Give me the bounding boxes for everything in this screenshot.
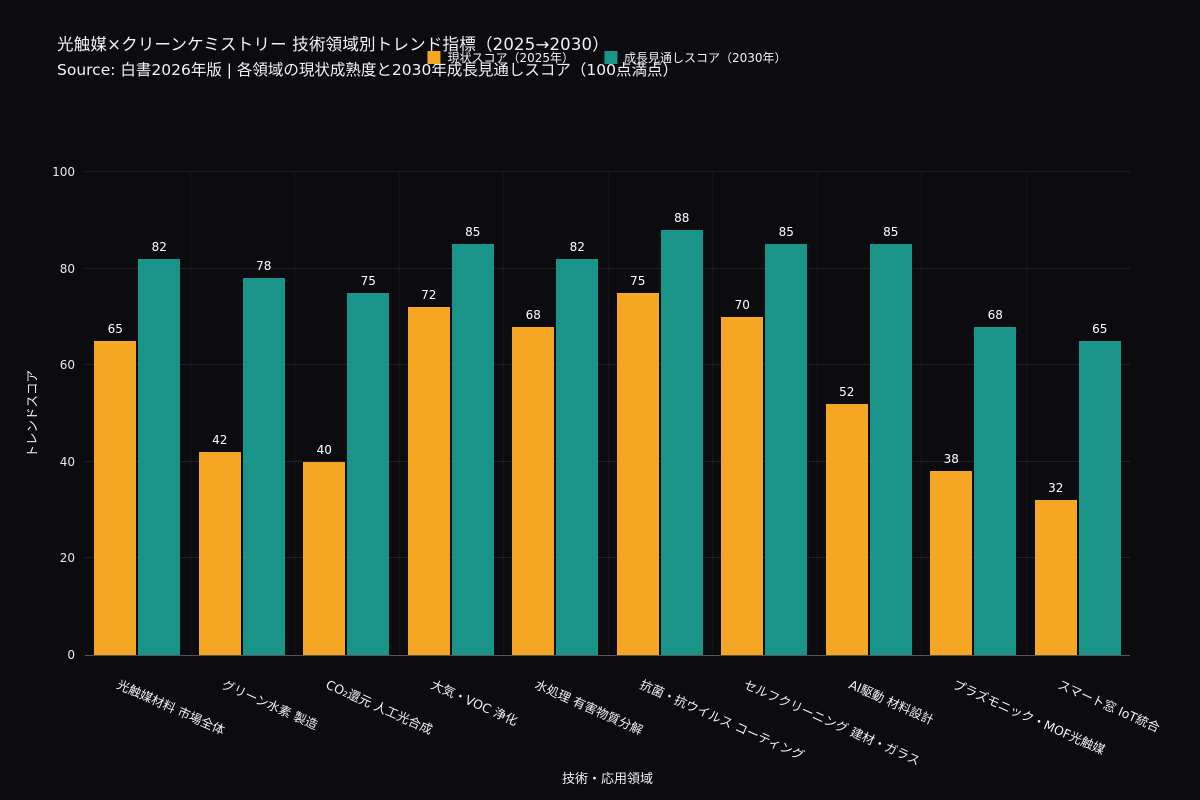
x-category-label: 水処理 有害物質分解 xyxy=(532,676,646,738)
vertical-gridline xyxy=(503,172,504,655)
y-tick-label: 60 xyxy=(59,358,75,373)
bar-value-label: 40 xyxy=(316,442,332,457)
vertical-gridline xyxy=(607,172,609,655)
vertical-gridline xyxy=(921,172,922,655)
vertical-gridline xyxy=(712,172,713,655)
bar-value-label: 82 xyxy=(151,239,167,254)
bar-group: 38 68 xyxy=(921,172,1026,655)
gridline xyxy=(85,171,1130,172)
gridline xyxy=(85,364,1130,366)
bar-2025: 68 xyxy=(512,308,555,655)
bar-2030: 88 xyxy=(660,211,703,655)
bar-group: 40 75 xyxy=(294,172,399,655)
bar-value-label: 85 xyxy=(778,225,794,240)
bar-value-label: 72 xyxy=(421,288,437,303)
bar-2030: 65 xyxy=(1078,322,1121,655)
bar-2030: 68 xyxy=(974,308,1017,655)
vertical-gridline xyxy=(189,172,191,655)
bar-2025: 32 xyxy=(1034,481,1077,655)
x-category-label: AI駆動 材料設計 xyxy=(846,676,936,728)
legend: 現状スコア（2025年） 成長見通しスコア（2030年） xyxy=(427,49,787,66)
bar-value-label: 65 xyxy=(107,322,123,337)
x-category-label: 抗菌・抗ウイルス コーティング xyxy=(637,676,807,763)
bar-group: 32 65 xyxy=(1026,172,1131,655)
vertical-gridline xyxy=(294,172,295,655)
bar-2025: 38 xyxy=(930,452,973,655)
bar-value-label: 85 xyxy=(465,225,481,240)
bar-2025: 65 xyxy=(94,322,137,655)
x-category-label: セルフクリーニング 建材・ガラス xyxy=(741,676,923,769)
y-tick-label: 40 xyxy=(59,454,75,469)
vertical-gridline xyxy=(1025,172,1027,655)
x-category-label: 大気・VOC 浄化 xyxy=(428,676,520,729)
bar-value-label: 88 xyxy=(674,210,690,225)
bar-2030: 85 xyxy=(869,225,912,655)
bar-value-label: 78 xyxy=(256,259,272,274)
bar-2030: 82 xyxy=(138,240,181,655)
bar-value-label: 70 xyxy=(734,297,750,312)
bar-value-label: 75 xyxy=(630,273,646,288)
chart-subtitle: Source: 白書2026年版 | 各領域の現状成熟度と2030年成長見通しス… xyxy=(57,61,678,79)
bar-2030: 75 xyxy=(347,274,390,655)
bar-group: 70 85 xyxy=(712,172,817,655)
bar-2025: 72 xyxy=(407,288,450,655)
bar-2030: 85 xyxy=(765,225,808,655)
bar-value-label: 82 xyxy=(569,239,585,254)
y-axis-title: トレンドスコア xyxy=(24,369,40,458)
bar-value-label: 65 xyxy=(1092,322,1108,337)
bar-2030: 85 xyxy=(451,225,494,655)
y-tick-label: 20 xyxy=(59,551,75,566)
x-category-label: グリーン水素 製造 xyxy=(219,676,320,733)
gridline xyxy=(85,557,1130,559)
plot-area: 0 20 40 60 80 100 65 82 42 78 40 75 72 85 68 82 75 88 70 85… xyxy=(52,165,1130,662)
bar-2025: 75 xyxy=(616,274,659,655)
bar-2025: 52 xyxy=(825,385,868,655)
y-tick-label: 100 xyxy=(52,165,75,179)
legend-swatch xyxy=(604,51,617,64)
legend-swatch xyxy=(427,51,441,64)
vertical-gridline xyxy=(816,172,818,655)
bar-groups: 65 82 42 78 40 75 72 85 68 82 75 88 70 85 52 85 38 68 32 65 xyxy=(85,172,1130,655)
x-category-label: CO₂還元 人工光合成 xyxy=(323,676,436,738)
bar-group: 68 82 xyxy=(503,172,608,655)
x-labels: 光触媒材料 市場全体 グリーン水素 製造 CO₂還元 人工光合成 大気・VOC 浄化水… xyxy=(85,666,1162,776)
legend-item: 現状スコア（2025年） xyxy=(427,49,574,66)
bar-value-label: 52 xyxy=(839,384,855,399)
bar-2025: 42 xyxy=(198,433,241,655)
legend-item: 成長見通しスコア（2030年） xyxy=(604,49,787,66)
bar-2025: 70 xyxy=(721,298,764,655)
legend-label: 成長見通しスコア（2030年） xyxy=(624,51,787,65)
bar-value-label: 42 xyxy=(212,433,228,448)
gridline xyxy=(85,267,1130,269)
legend-label: 現状スコア（2025年） xyxy=(447,51,574,65)
bar-group: 65 82 xyxy=(85,172,190,655)
bar-value-label: 85 xyxy=(883,225,899,240)
bar-value-label: 38 xyxy=(943,452,959,467)
bar-value-label: 68 xyxy=(987,307,1003,322)
vertical-gridline xyxy=(398,172,400,655)
bar-2030: 82 xyxy=(556,240,599,655)
bar-group: 52 85 xyxy=(817,172,922,655)
gridline xyxy=(85,460,1130,462)
y-tick-label: 80 xyxy=(59,261,75,276)
bar-2030: 78 xyxy=(242,259,285,655)
bar-value-label: 75 xyxy=(360,273,376,288)
bar-value-label: 68 xyxy=(525,307,541,322)
x-axis-title: 技術・応用領域 xyxy=(561,772,653,787)
x-category-label: 光触媒材料 市場全体 xyxy=(114,676,228,738)
bar-group: 42 78 xyxy=(190,172,295,655)
bar-group: 75 88 xyxy=(608,172,713,655)
chart-title: 光触媒×クリーンケミストリー 技術領域別トレンド指標（2025→2030） xyxy=(57,35,609,54)
bar-value-label: 32 xyxy=(1048,481,1064,496)
bar-group: 72 85 xyxy=(399,172,504,655)
y-tick-label: 0 xyxy=(67,648,75,662)
bar-2025: 40 xyxy=(303,443,346,655)
